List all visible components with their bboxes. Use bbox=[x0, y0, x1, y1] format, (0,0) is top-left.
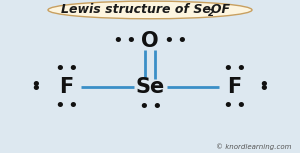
Text: •: • bbox=[235, 60, 246, 78]
Text: O: O bbox=[141, 31, 159, 51]
Text: F: F bbox=[227, 77, 241, 97]
Text: •: • bbox=[259, 76, 269, 94]
Text: •: • bbox=[67, 60, 78, 78]
Text: •: • bbox=[67, 97, 78, 115]
Text: 2: 2 bbox=[208, 9, 214, 18]
Text: •: • bbox=[31, 76, 41, 94]
Text: •: • bbox=[222, 60, 233, 78]
Text: •: • bbox=[177, 32, 188, 50]
Text: •: • bbox=[259, 80, 269, 98]
Text: •: • bbox=[54, 97, 65, 115]
Ellipse shape bbox=[48, 1, 252, 19]
Text: Se: Se bbox=[135, 77, 165, 97]
Text: © knordlearning.com: © knordlearning.com bbox=[215, 143, 291, 150]
Text: •: • bbox=[164, 32, 174, 50]
Text: •: • bbox=[138, 98, 149, 116]
Text: •: • bbox=[222, 97, 233, 115]
Text: •: • bbox=[235, 97, 246, 115]
Text: F: F bbox=[59, 77, 73, 97]
Text: •: • bbox=[112, 32, 123, 50]
Text: Lewis structure of SeOF: Lewis structure of SeOF bbox=[61, 4, 230, 16]
Text: •: • bbox=[31, 80, 41, 98]
Text: •: • bbox=[126, 32, 136, 50]
Text: •: • bbox=[151, 98, 162, 116]
Text: •: • bbox=[54, 60, 65, 78]
